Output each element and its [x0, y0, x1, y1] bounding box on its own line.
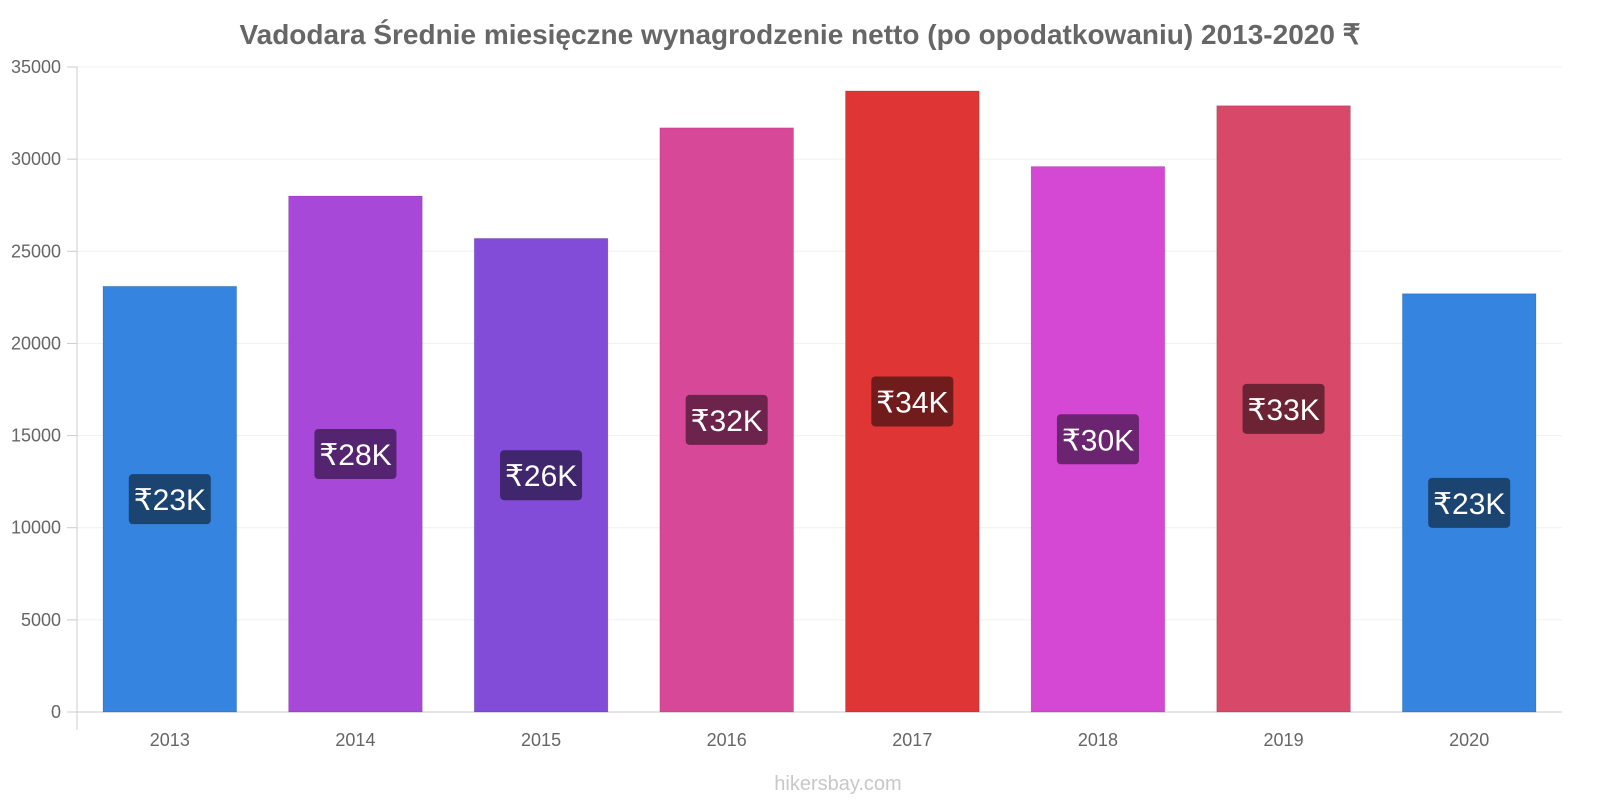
x-tick-label: 2018 — [1078, 730, 1118, 750]
data-label-box — [1056, 414, 1139, 465]
data-label: ₹30K — [1062, 424, 1134, 457]
y-tick-label: 15000 — [11, 426, 61, 446]
data-labels: ₹23K ₹28K ₹26K ₹32K ₹34K ₹30K ₹33K ₹23K — [128, 376, 1511, 528]
data-label-box — [1242, 383, 1325, 434]
x-tick-label: 2017 — [892, 730, 932, 750]
x-tick-label: 2016 — [707, 730, 747, 750]
data-label-box — [1428, 477, 1511, 528]
data-label-box — [500, 450, 583, 501]
data-label: ₹33K — [1247, 394, 1319, 427]
data-label: ₹28K — [319, 439, 391, 472]
data-label: ₹26K — [505, 460, 577, 493]
data-label-box — [871, 376, 954, 427]
data-label: ₹32K — [690, 405, 762, 438]
x-tick-label: 2019 — [1264, 730, 1304, 750]
y-tick-label: 30000 — [11, 149, 61, 169]
chart-title: Vadodara Średnie miesięczne wynagrodzeni… — [240, 19, 1361, 50]
x-tick-label: 2014 — [335, 730, 375, 750]
x-tick-label: 2020 — [1449, 730, 1489, 750]
x-tick-label: 2013 — [150, 730, 190, 750]
data-label: ₹34K — [876, 386, 948, 419]
y-tick-label: 10000 — [11, 518, 61, 538]
data-label-box — [685, 394, 768, 445]
y-tick-label: 25000 — [11, 241, 61, 261]
y-tick-label: 35000 — [11, 57, 61, 77]
watermark: hikersbay.com — [774, 773, 901, 795]
data-label: ₹23K — [134, 484, 206, 517]
x-tick-label: 2015 — [521, 730, 561, 750]
y-tick-label: 5000 — [21, 610, 61, 630]
data-label-box — [128, 474, 211, 525]
data-label: ₹23K — [1433, 488, 1505, 521]
data-label-box — [314, 429, 397, 479]
y-tick-label: 20000 — [11, 333, 61, 353]
y-tick-label: 0 — [51, 702, 61, 722]
